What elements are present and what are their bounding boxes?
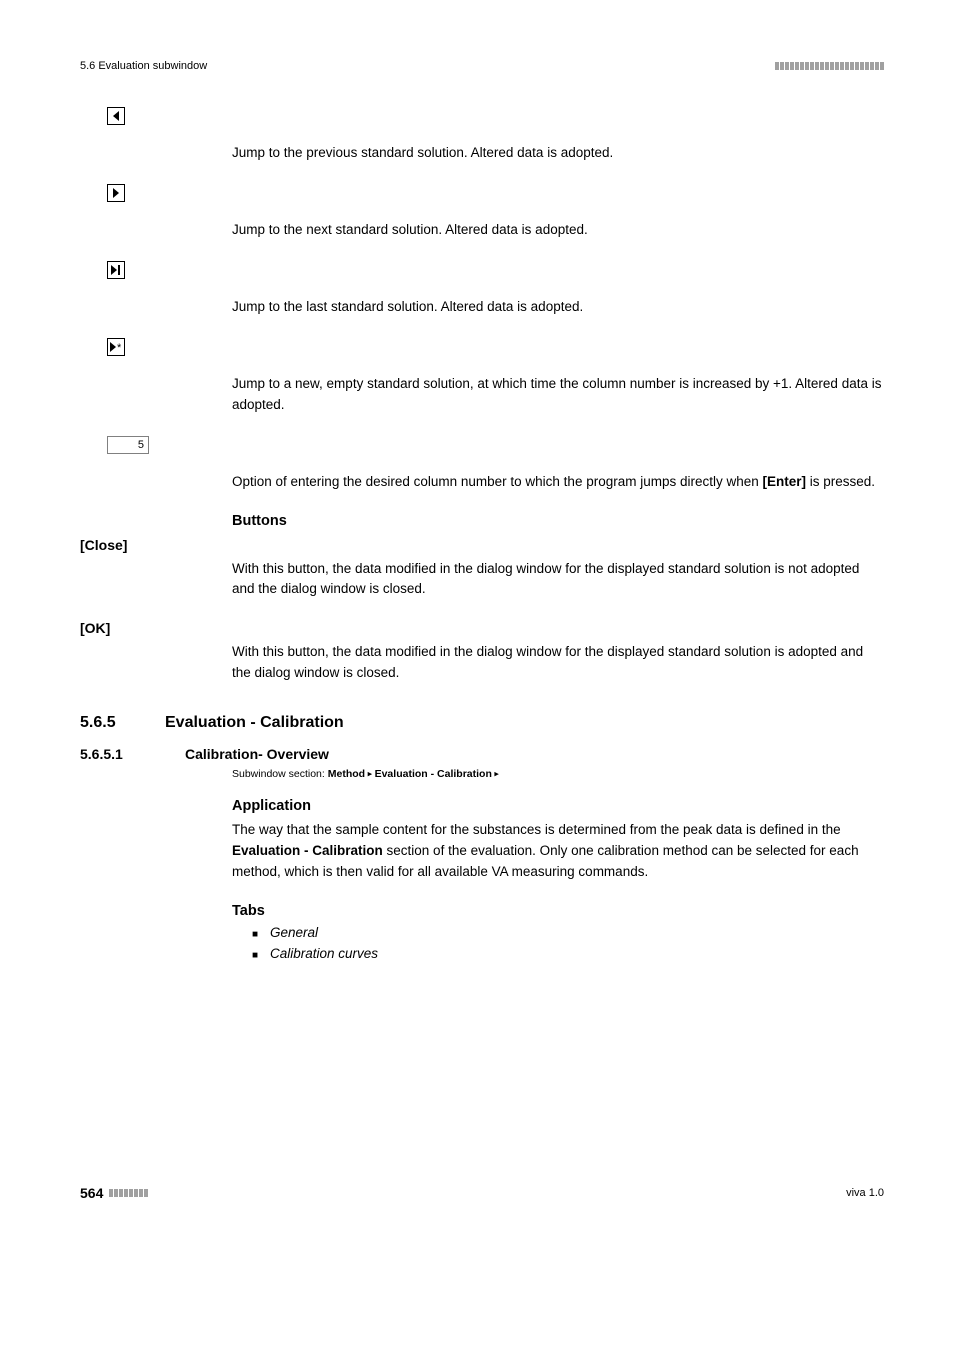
breadcrumb-sep-1: ▸ bbox=[365, 769, 375, 779]
subsection-title: Calibration- Overview bbox=[185, 746, 329, 762]
app-text-pre: The way that the sample content for the … bbox=[232, 822, 841, 837]
tab-list: ■ General ■ Calibration curves bbox=[252, 923, 884, 965]
nav-text-last: Jump to the last standard solution. Alte… bbox=[232, 297, 884, 318]
nav-icon-prev bbox=[107, 107, 884, 125]
counter-input[interactable]: 5 bbox=[107, 436, 149, 454]
bullet-icon: ■ bbox=[252, 948, 270, 964]
page-footer: 564 viva 1.0 bbox=[80, 1185, 884, 1201]
footer-decoration bbox=[109, 1189, 148, 1197]
nav-icon-next bbox=[107, 184, 884, 202]
application-heading: Application bbox=[232, 798, 884, 814]
subsection-5651: 5.6.5.1 Calibration- Overview bbox=[80, 746, 884, 762]
app-text-bold: Evaluation - Calibration bbox=[232, 843, 383, 858]
subwindow-prefix: Subwindow section: bbox=[232, 768, 328, 780]
ok-button-label: [OK] bbox=[80, 620, 884, 636]
svg-text:*: * bbox=[117, 342, 122, 354]
footer-left: 564 bbox=[80, 1185, 148, 1201]
bullet-icon: ■ bbox=[252, 927, 270, 943]
header-section-label: 5.6 Evaluation subwindow bbox=[80, 60, 207, 72]
new-icon: * bbox=[107, 338, 125, 356]
tabs-heading: Tabs bbox=[232, 903, 884, 919]
breadcrumb-sep-2: ▸ bbox=[492, 769, 499, 779]
subwindow-breadcrumb: Subwindow section: Method ▸ Evaluation -… bbox=[232, 768, 884, 780]
subsection-number: 5.6.5.1 bbox=[80, 746, 185, 762]
nav-icon-last bbox=[107, 261, 884, 279]
application-text: The way that the sample content for the … bbox=[232, 820, 884, 883]
tab-item-curves: ■ Calibration curves bbox=[252, 944, 884, 965]
nav-icon-counter: 5 bbox=[107, 436, 884, 454]
nav-text-next: Jump to the next standard solution. Alte… bbox=[232, 220, 884, 241]
close-button-label: [Close] bbox=[80, 537, 884, 553]
footer-right: viva 1.0 bbox=[846, 1187, 884, 1199]
tab-label-general: General bbox=[270, 923, 318, 944]
ok-button-text: With this button, the data modified in t… bbox=[232, 642, 884, 684]
header-decoration bbox=[775, 62, 884, 70]
buttons-heading: Buttons bbox=[232, 513, 884, 529]
nav-icon-new: * bbox=[107, 338, 884, 356]
nav-text-new: Jump to a new, empty standard solution, … bbox=[232, 374, 884, 416]
subwindow-method: Method bbox=[328, 768, 365, 780]
section-number: 5.6.5 bbox=[80, 714, 165, 732]
section-title: Evaluation - Calibration bbox=[165, 714, 344, 732]
tab-label-curves: Calibration curves bbox=[270, 944, 378, 965]
counter-text-suffix: is pressed. bbox=[806, 474, 875, 489]
counter-text-prefix: Option of entering the desired column nu… bbox=[232, 474, 763, 489]
last-icon bbox=[107, 261, 125, 279]
prev-icon bbox=[107, 107, 125, 125]
nav-text-prev: Jump to the previous standard solution. … bbox=[232, 143, 884, 164]
next-icon bbox=[107, 184, 125, 202]
nav-text-counter: Option of entering the desired column nu… bbox=[232, 472, 884, 493]
tab-item-general: ■ General bbox=[252, 923, 884, 944]
page-header: 5.6 Evaluation subwindow bbox=[80, 60, 884, 72]
subwindow-eval: Evaluation - Calibration bbox=[375, 768, 492, 780]
section-565: 5.6.5 Evaluation - Calibration bbox=[80, 714, 884, 732]
close-button-text: With this button, the data modified in t… bbox=[232, 559, 884, 601]
counter-text-bold: [Enter] bbox=[763, 474, 807, 489]
page-number: 564 bbox=[80, 1185, 103, 1201]
